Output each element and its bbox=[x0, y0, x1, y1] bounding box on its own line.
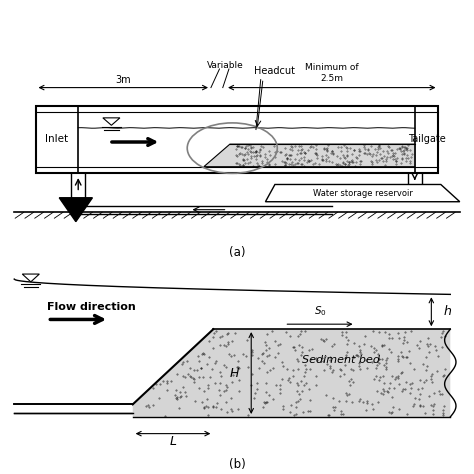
Text: $S_0$: $S_0$ bbox=[314, 304, 326, 318]
Polygon shape bbox=[103, 118, 120, 125]
Text: Flow direction: Flow direction bbox=[47, 302, 136, 312]
Text: Headcut: Headcut bbox=[255, 66, 295, 76]
Text: H: H bbox=[230, 366, 239, 380]
Text: (b): (b) bbox=[228, 458, 246, 471]
Bar bbox=[36, 106, 438, 173]
Text: Tailgate: Tailgate bbox=[408, 134, 446, 145]
Polygon shape bbox=[59, 198, 92, 222]
Polygon shape bbox=[265, 184, 460, 202]
Text: 3m: 3m bbox=[116, 75, 131, 85]
Text: Water storage reservoir: Water storage reservoir bbox=[313, 189, 412, 198]
Polygon shape bbox=[22, 274, 39, 282]
Text: h: h bbox=[443, 305, 451, 318]
Text: L: L bbox=[170, 436, 176, 448]
Polygon shape bbox=[204, 144, 415, 167]
Text: (a): (a) bbox=[229, 246, 245, 259]
Text: Minimum of
2.5m: Minimum of 2.5m bbox=[305, 64, 359, 83]
Text: Variable: Variable bbox=[207, 61, 244, 70]
Text: Sediment bed: Sediment bed bbox=[302, 355, 380, 365]
Polygon shape bbox=[133, 329, 450, 417]
Text: Inlet: Inlet bbox=[46, 134, 68, 145]
